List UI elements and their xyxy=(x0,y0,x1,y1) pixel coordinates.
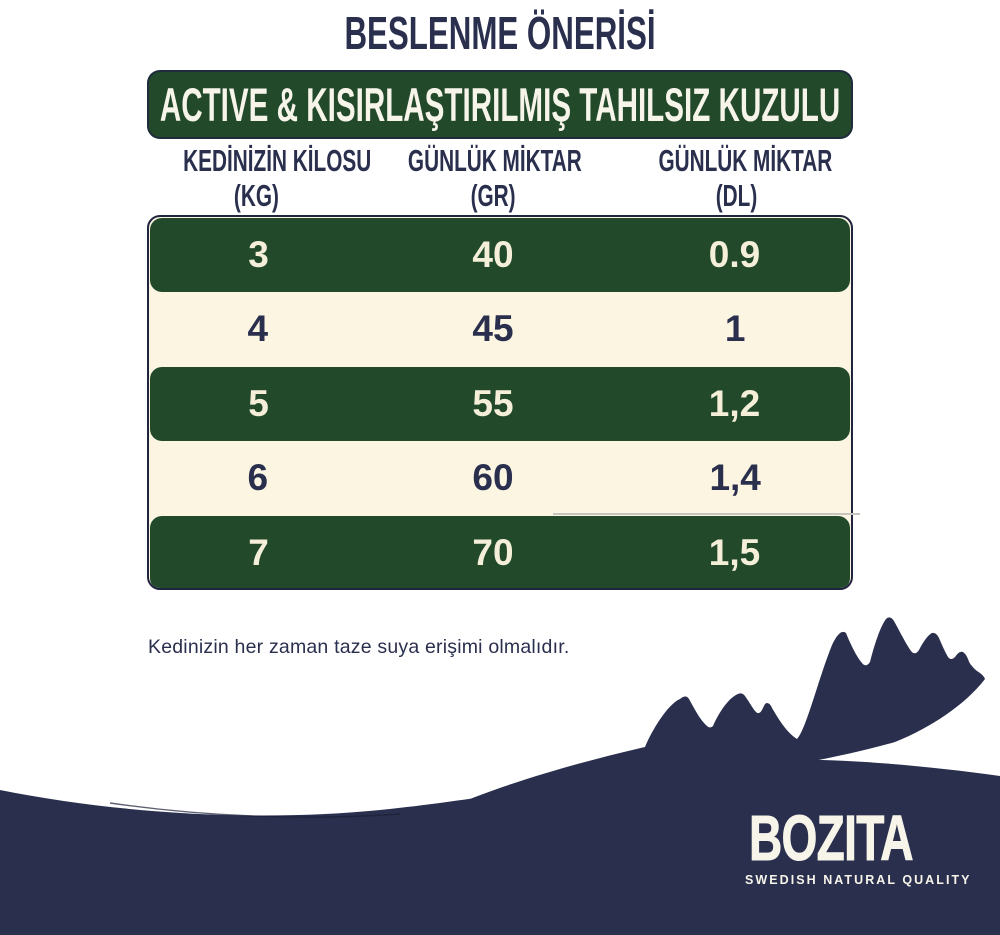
cell-grams: 70 xyxy=(472,531,514,573)
product-banner: ACTIVE & KISIRLAŞTIRILMIŞ TAHILSIZ KUZUL… xyxy=(147,70,853,139)
brand-logo: BOZITA SWEDISH NATURAL QUALITY xyxy=(745,802,972,888)
cell-grams: 40 xyxy=(472,233,514,275)
wave-crest-line-icon xyxy=(109,802,401,818)
page-title: BESLENME ÖNERİSİ xyxy=(344,7,656,59)
column-header-daily-amount-gr: GÜNLÜK MİKTAR (GR) xyxy=(407,143,582,213)
cell-deciliters: 1,4 xyxy=(709,457,761,499)
table-row: 7 70 1,5 xyxy=(150,516,850,588)
wave-shape-icon xyxy=(0,759,1000,935)
table-column-headers: KEDİNİZİN KİLOSU (KG) GÜNLÜK MİKTAR (GR)… xyxy=(147,143,853,213)
cell-deciliters: 1,2 xyxy=(708,382,761,424)
cell-weight: 5 xyxy=(248,382,269,424)
table-row: 4 45 1 xyxy=(149,293,851,367)
cell-grams: 55 xyxy=(472,382,514,424)
feeding-table: 3 40 0.9 4 45 1 5 55 1,2 6 60 1,4 7 70 1… xyxy=(147,215,853,590)
table-row: 3 40 0.9 xyxy=(150,218,850,292)
moose-antler-icon xyxy=(455,617,985,805)
divider-line xyxy=(553,513,860,515)
cell-grams: 45 xyxy=(472,308,514,350)
brand-tagline: SWEDISH NATURAL QUALITY xyxy=(745,873,972,887)
cell-weight: 7 xyxy=(248,531,269,573)
column-header-daily-amount-dl: GÜNLÜK MİKTAR (DL) xyxy=(658,143,833,213)
table-row: 6 60 1,4 xyxy=(149,442,851,516)
cell-weight: 4 xyxy=(247,308,269,350)
product-banner-label: ACTIVE & KISIRLAŞTIRILMIŞ TAHILSIZ KUZUL… xyxy=(159,78,841,131)
brand-name: BOZITA xyxy=(749,802,914,874)
cell-deciliters: 0.9 xyxy=(708,233,761,275)
column-header-cat-weight: KEDİNİZİN KİLOSU (KG) xyxy=(183,143,372,213)
cell-weight: 3 xyxy=(248,233,269,275)
cell-deciliters: 1 xyxy=(724,308,746,350)
table-row: 5 55 1,2 xyxy=(150,367,850,441)
bottom-wave-art xyxy=(0,617,1000,935)
cell-deciliters: 1,5 xyxy=(708,531,761,573)
cell-grams: 60 xyxy=(472,457,514,499)
cell-weight: 6 xyxy=(247,457,269,499)
water-note: Kedinizin her zaman taze suya erişimi ol… xyxy=(148,636,570,658)
